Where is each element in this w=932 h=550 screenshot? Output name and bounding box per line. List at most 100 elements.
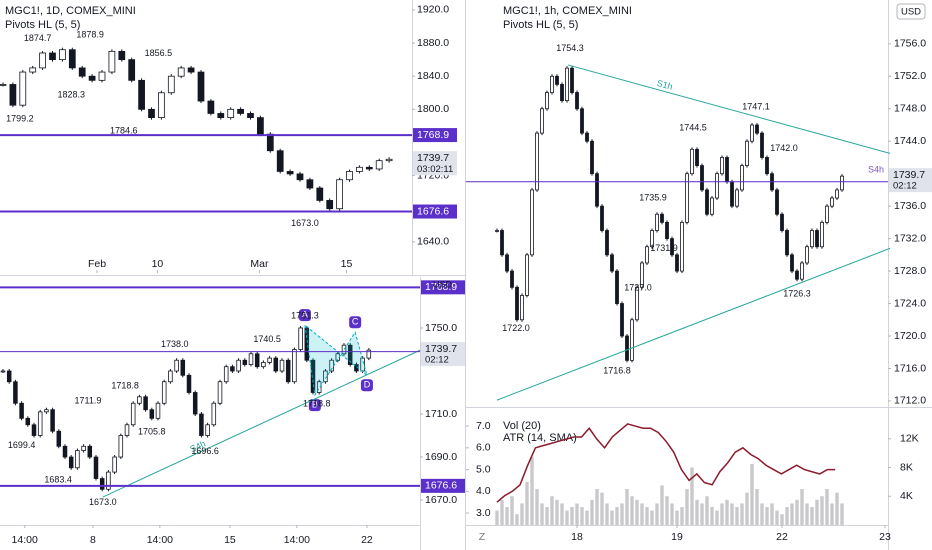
candle [93, 456, 99, 479]
pivot-label: 1731.9 [650, 243, 678, 253]
volume-bar [740, 503, 744, 525]
candle [555, 75, 559, 85]
volume-bar [735, 507, 739, 525]
candle [167, 75, 175, 94]
volume-bar [670, 503, 674, 525]
y-tick-label: 1752.0 [894, 70, 926, 82]
x-tick-label: 18 [571, 531, 583, 543]
x-tick-label: 8 [90, 534, 96, 546]
candle [296, 173, 304, 181]
candle [690, 148, 694, 175]
volume-bar [730, 503, 734, 525]
candle [29, 67, 37, 73]
pattern-badge [298, 309, 311, 322]
candle [257, 117, 264, 135]
volume-bar [815, 499, 819, 525]
volume-bar [545, 507, 549, 525]
candle [261, 361, 266, 368]
volume-bar [550, 496, 554, 525]
candle [316, 381, 322, 393]
x-tick-label: 10 [152, 258, 164, 270]
candle [88, 75, 96, 81]
candle [640, 262, 644, 288]
candle [540, 108, 544, 134]
last-price: 1739.7 [417, 152, 449, 164]
volume-bar [675, 510, 679, 525]
candle [610, 254, 614, 272]
candle [565, 67, 569, 102]
volume-bar [610, 510, 614, 525]
x-tick-label: 23 [879, 531, 891, 543]
volume-bar [530, 456, 534, 525]
candle [62, 445, 68, 458]
pivot-label: 1878.9 [76, 29, 104, 39]
candle [155, 402, 161, 419]
candle [800, 262, 804, 280]
y-tick-label: 1748.0 [894, 103, 926, 115]
volume-bar [825, 489, 829, 525]
candle [550, 75, 554, 93]
candle [31, 424, 37, 436]
candle [304, 327, 310, 361]
volume-bar [705, 496, 709, 525]
candle [805, 246, 809, 264]
volume-bar [595, 489, 599, 525]
volume-bar [620, 503, 624, 525]
candle [595, 173, 599, 207]
volume-bar [780, 514, 784, 525]
candle [6, 370, 12, 383]
chart-title: MGC1!, 1D, COMEX_MINI [5, 5, 136, 17]
candle [765, 157, 769, 175]
candle [98, 71, 106, 81]
level-label: 1676.6 [417, 205, 449, 217]
volume-bar [755, 489, 759, 525]
zoom-button[interactable]: Z [479, 531, 486, 543]
candle [520, 295, 524, 321]
candle [670, 238, 674, 256]
y-tick-label: 6.0 [476, 442, 491, 454]
candle [56, 430, 62, 447]
currency-button[interactable] [896, 3, 926, 20]
candle [174, 359, 179, 372]
candle [50, 409, 55, 432]
candle [680, 221, 684, 272]
candle [137, 396, 142, 404]
y-tick-label: 1670.0 [425, 494, 457, 506]
candle [750, 124, 754, 142]
candle [570, 67, 574, 93]
last-price-badge [421, 342, 465, 367]
candle [505, 254, 509, 272]
candle [705, 189, 709, 215]
pivot-label: 1726.3 [783, 288, 811, 298]
y2-tick-label: 4K [900, 490, 913, 502]
volume-bar [715, 510, 719, 525]
pivot-label: 1740.5 [253, 334, 281, 344]
candle [310, 359, 316, 393]
candle [830, 197, 834, 207]
currency-label[interactable]: USD [901, 7, 921, 18]
pattern-label: D [364, 380, 371, 390]
y-tick-label: 4.0 [476, 485, 491, 497]
pattern-label: C [352, 317, 359, 327]
volume-bar [660, 485, 664, 525]
candle [227, 108, 235, 119]
candle [298, 327, 303, 350]
candle [685, 173, 689, 223]
candle [545, 92, 549, 110]
candle [326, 200, 334, 210]
x-tick-label: 19 [671, 531, 683, 543]
candle [580, 108, 584, 134]
candle [118, 50, 126, 61]
candle [620, 303, 624, 337]
candle [356, 166, 363, 172]
volume-bar [605, 503, 609, 525]
candle [9, 84, 17, 106]
volume-bar [645, 507, 649, 525]
x-tick-label: 22 [361, 534, 373, 546]
candle [650, 230, 654, 248]
abcd-pattern [304, 323, 368, 397]
candle [108, 50, 116, 73]
x-tick-label: 22 [776, 531, 788, 543]
candle [820, 221, 824, 248]
y2-tick-label: 8K [900, 461, 913, 473]
